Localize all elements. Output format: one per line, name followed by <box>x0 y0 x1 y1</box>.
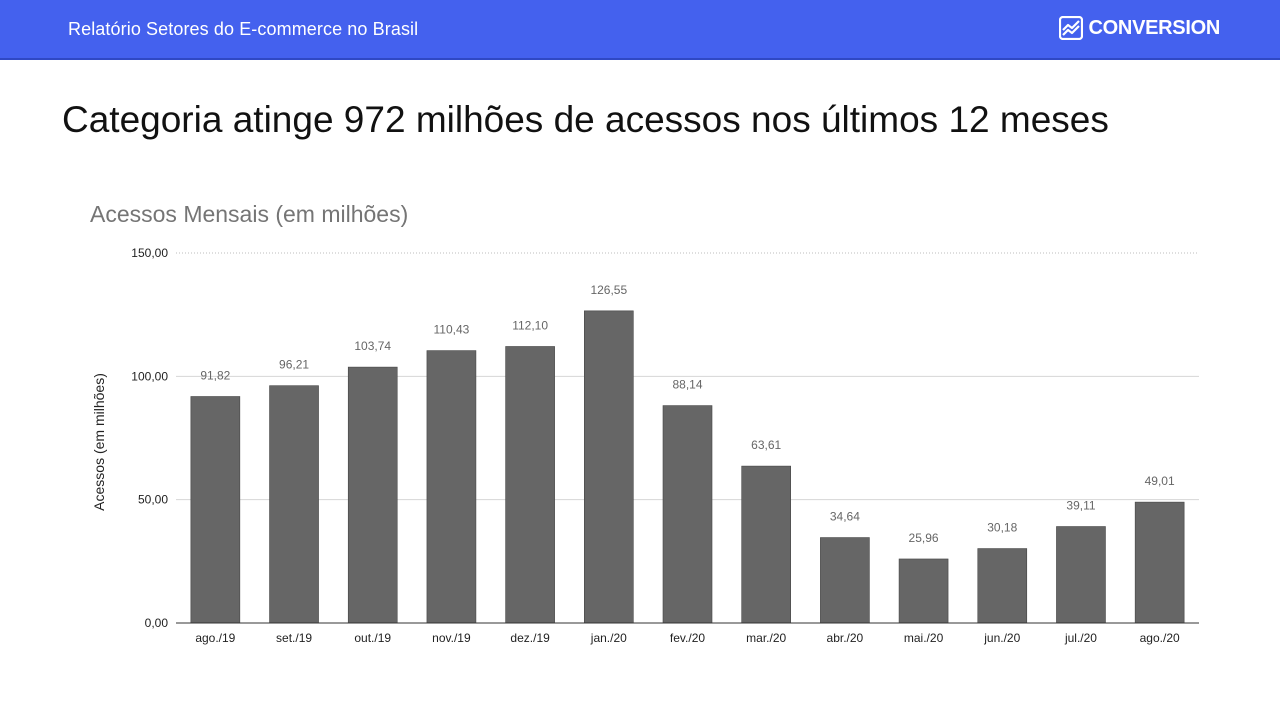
chart-container: Acessos Mensais (em milhões) Acessos (em… <box>0 180 1280 660</box>
bar <box>1134 501 1185 624</box>
brand-logo: CONVERSION <box>1058 16 1221 40</box>
bar-chart: Acessos Mensais (em milhões) Acessos (em… <box>90 201 1199 645</box>
value-labels: 91,82 96,21 103,74 110,43 112,10 126,55 88,14 6… <box>200 283 1175 545</box>
value-label: 34,64 <box>830 510 860 524</box>
bar <box>977 548 1028 624</box>
report-title: Relatório Setores do E-commerce no Brasi… <box>68 19 419 39</box>
bar <box>269 385 319 624</box>
value-label: 112,10 <box>512 318 548 332</box>
value-label: 110,43 <box>434 323 470 337</box>
value-label: 91,82 <box>200 369 230 383</box>
value-label: 63,61 <box>751 438 781 452</box>
value-label: 30,18 <box>987 521 1017 535</box>
y-tick-label: 100,00 <box>131 369 168 383</box>
bar <box>662 405 713 624</box>
x-tick-label: out./19 <box>354 631 391 645</box>
value-label: 88,14 <box>672 378 702 392</box>
x-tick-label: mai./20 <box>904 631 944 645</box>
bar <box>584 310 634 624</box>
x-tick-label: jul./20 <box>1064 631 1097 645</box>
value-label: 49,01 <box>1145 474 1175 488</box>
bar <box>347 366 398 624</box>
value-label: 103,74 <box>354 339 391 353</box>
brand-name: CONVERSION <box>1088 16 1221 39</box>
value-label: 126,55 <box>590 283 627 297</box>
page-headline: Categoria atinge 972 milhões de acessos … <box>62 99 1109 140</box>
bar <box>820 537 870 624</box>
x-tick-label: fev./20 <box>670 631 705 645</box>
x-tick-label: jun./20 <box>983 631 1020 645</box>
x-tick-label: abr./20 <box>827 631 864 645</box>
x-tick-label: dez./19 <box>510 631 550 645</box>
y-tick-label: 150,00 <box>131 246 168 260</box>
bars <box>190 310 1185 624</box>
bar <box>190 396 241 624</box>
y-axis-label: Acessos (em milhões) <box>91 373 107 511</box>
bar <box>898 558 949 624</box>
bar <box>741 465 791 624</box>
bar <box>426 350 477 624</box>
chart-title: Acessos Mensais (em milhões) <box>90 201 408 227</box>
x-tick-label: set./19 <box>276 631 312 645</box>
x-tick-label: mar./20 <box>746 631 786 645</box>
y-tick-label: 50,00 <box>138 493 168 507</box>
value-label: 25,96 <box>909 531 939 545</box>
y-tick-label: 0,00 <box>145 616 169 630</box>
y-tick-labels: 0,00 50,00 100,00 150,00 <box>131 246 168 630</box>
bar <box>505 346 555 624</box>
bar <box>1056 526 1106 624</box>
trend-chart-icon <box>1058 16 1083 40</box>
x-tick-label: ago./19 <box>195 631 235 645</box>
x-tick-label: jan./20 <box>590 631 627 645</box>
value-label: 96,21 <box>279 358 309 372</box>
x-tick-labels: ago./19 set./19 out./19 nov./19 dez./19 jan./… <box>195 631 1180 645</box>
x-tick-label: ago./20 <box>1140 631 1180 645</box>
value-label: 39,11 <box>1066 499 1095 513</box>
top-bar: Relatório Setores do E-commerce no Brasi… <box>0 0 1280 60</box>
x-tick-label: nov./19 <box>432 631 471 645</box>
